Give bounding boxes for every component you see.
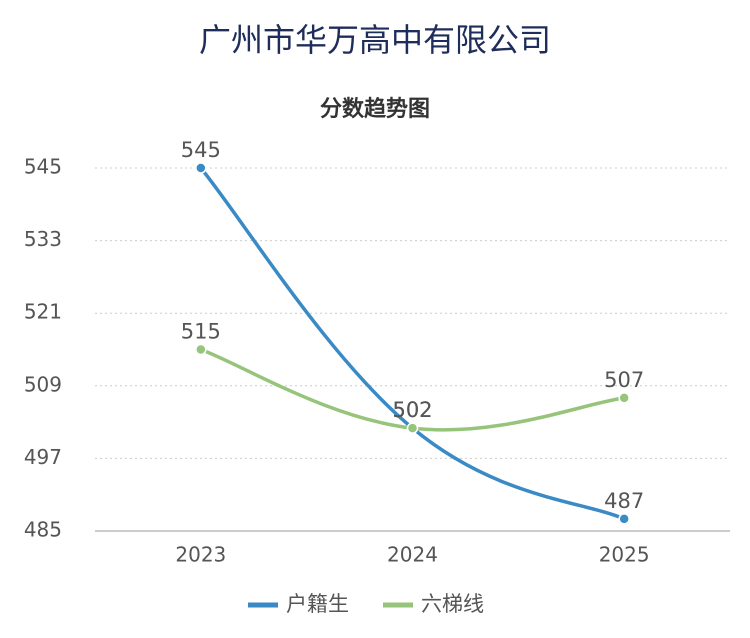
data-point <box>195 162 207 174</box>
y-tick-label: 497 <box>24 445 62 469</box>
y-tick-label: 509 <box>24 372 62 396</box>
x-tick-label: 2023 <box>175 543 226 567</box>
series-line <box>199 166 625 521</box>
legend-label: 户籍生 <box>286 592 349 616</box>
y-tick-label: 533 <box>24 227 62 251</box>
data-label: 515 <box>181 320 221 344</box>
data-point <box>195 343 207 356</box>
data-label: 502 <box>392 398 432 422</box>
chart-title: 广州市华万高中有限公司 <box>199 21 551 59</box>
chart-subtitle: 分数趋势图 <box>320 96 430 122</box>
data-label: 507 <box>604 368 644 392</box>
x-tick-label: 2024 <box>387 543 438 567</box>
data-point <box>618 513 630 525</box>
x-tick-label: 2025 <box>599 543 650 567</box>
y-tick-label: 545 <box>24 155 62 179</box>
data-label: 545 <box>181 138 221 162</box>
data-point <box>406 422 419 434</box>
data-point <box>618 392 630 404</box>
y-tick-label: 521 <box>24 300 62 324</box>
data-label: 502 <box>392 398 432 422</box>
legend-label: 六梯线 <box>421 592 484 616</box>
y-tick-label: 485 <box>24 518 62 542</box>
data-label: 487 <box>604 489 644 513</box>
